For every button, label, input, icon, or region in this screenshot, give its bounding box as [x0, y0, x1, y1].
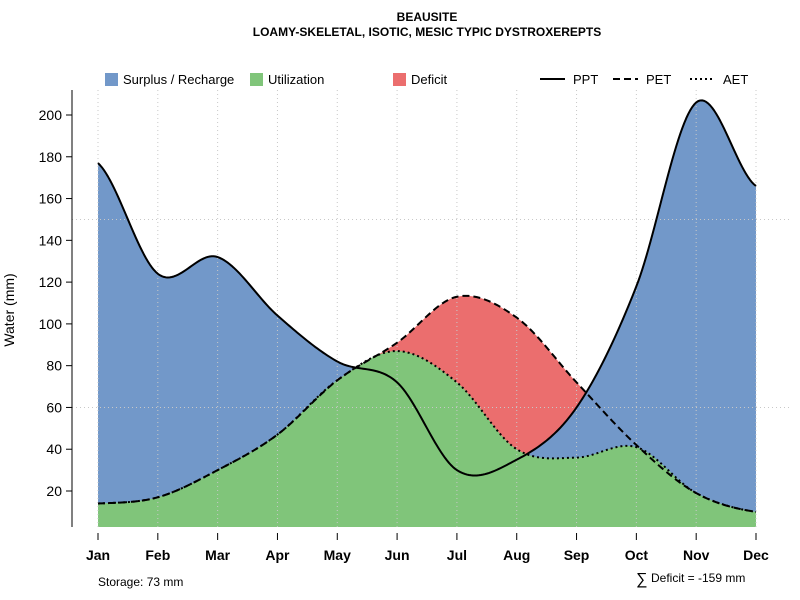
ppt-line	[97, 99, 757, 477]
y-tick-label-120: 120	[39, 274, 63, 290]
y-tick-label-180: 180	[39, 149, 63, 165]
y-tick-label-140: 140	[39, 232, 63, 248]
legend-label-deficit: Deficit	[411, 72, 448, 87]
y-tick-label-40: 40	[46, 441, 62, 457]
x-tick-label-nov: Nov	[683, 547, 710, 563]
series-lines	[97, 99, 757, 513]
legend-swatch-utilization	[250, 73, 263, 86]
legend-swatch-surplus-recharge	[105, 73, 118, 86]
x-tick-label-oct: Oct	[625, 547, 649, 563]
legend-label-ppt: PPT	[573, 72, 598, 87]
grid-lines	[72, 90, 790, 527]
y-tick-label-60: 60	[46, 399, 62, 415]
legend-label-pet: PET	[646, 72, 671, 87]
x-tick-label-apr: Apr	[265, 547, 290, 563]
x-tick-label-aug: Aug	[503, 547, 530, 563]
legend-label-utilization: Utilization	[268, 72, 324, 87]
storage-note: Storage: 73 mm	[98, 575, 183, 589]
chart-subtitle: LOAMY-SKELETAL, ISOTIC, MESIC TYPIC DYST…	[253, 25, 601, 39]
x-tick-label-jun: Jun	[385, 547, 410, 563]
x-tick-label-feb: Feb	[145, 547, 170, 563]
x-tick-label-jan: Jan	[86, 547, 110, 563]
x-tick-label-sep: Sep	[564, 547, 590, 563]
aet-line	[97, 350, 757, 513]
utilization-area	[98, 351, 756, 527]
y-tick-label-200: 200	[39, 107, 63, 123]
legend-label-aet: AET	[723, 72, 748, 87]
legend-swatch-deficit	[393, 73, 406, 86]
y-tick-label-20: 20	[46, 483, 62, 499]
x-tick-label-mar: Mar	[205, 547, 230, 563]
x-tick-label-jul: Jul	[447, 547, 467, 563]
x-tick-label-may: May	[324, 547, 351, 563]
chart-title: BEAUSITE	[397, 10, 458, 24]
y-axis-title: Water (mm)	[1, 273, 17, 346]
deficit-sum-symbol: ∑	[636, 571, 647, 588]
area-fills	[98, 100, 756, 528]
y-tick-label-80: 80	[46, 358, 62, 374]
legend: Surplus / Recharge Utilization Deficit PPT P…	[105, 72, 748, 87]
pet-line	[97, 294, 757, 513]
y-tick-label-100: 100	[39, 316, 63, 332]
legend-label-surplus-recharge: Surplus / Recharge	[123, 72, 234, 87]
y-tick-label-160: 160	[39, 191, 63, 207]
deficit-note: Deficit = -159 mm	[651, 571, 745, 585]
x-tick-label-dec: Dec	[743, 547, 769, 563]
axes: 20 40 60 80 100 120 140 160 180 200 Jan Feb Mar Apr Ma…	[39, 90, 769, 563]
